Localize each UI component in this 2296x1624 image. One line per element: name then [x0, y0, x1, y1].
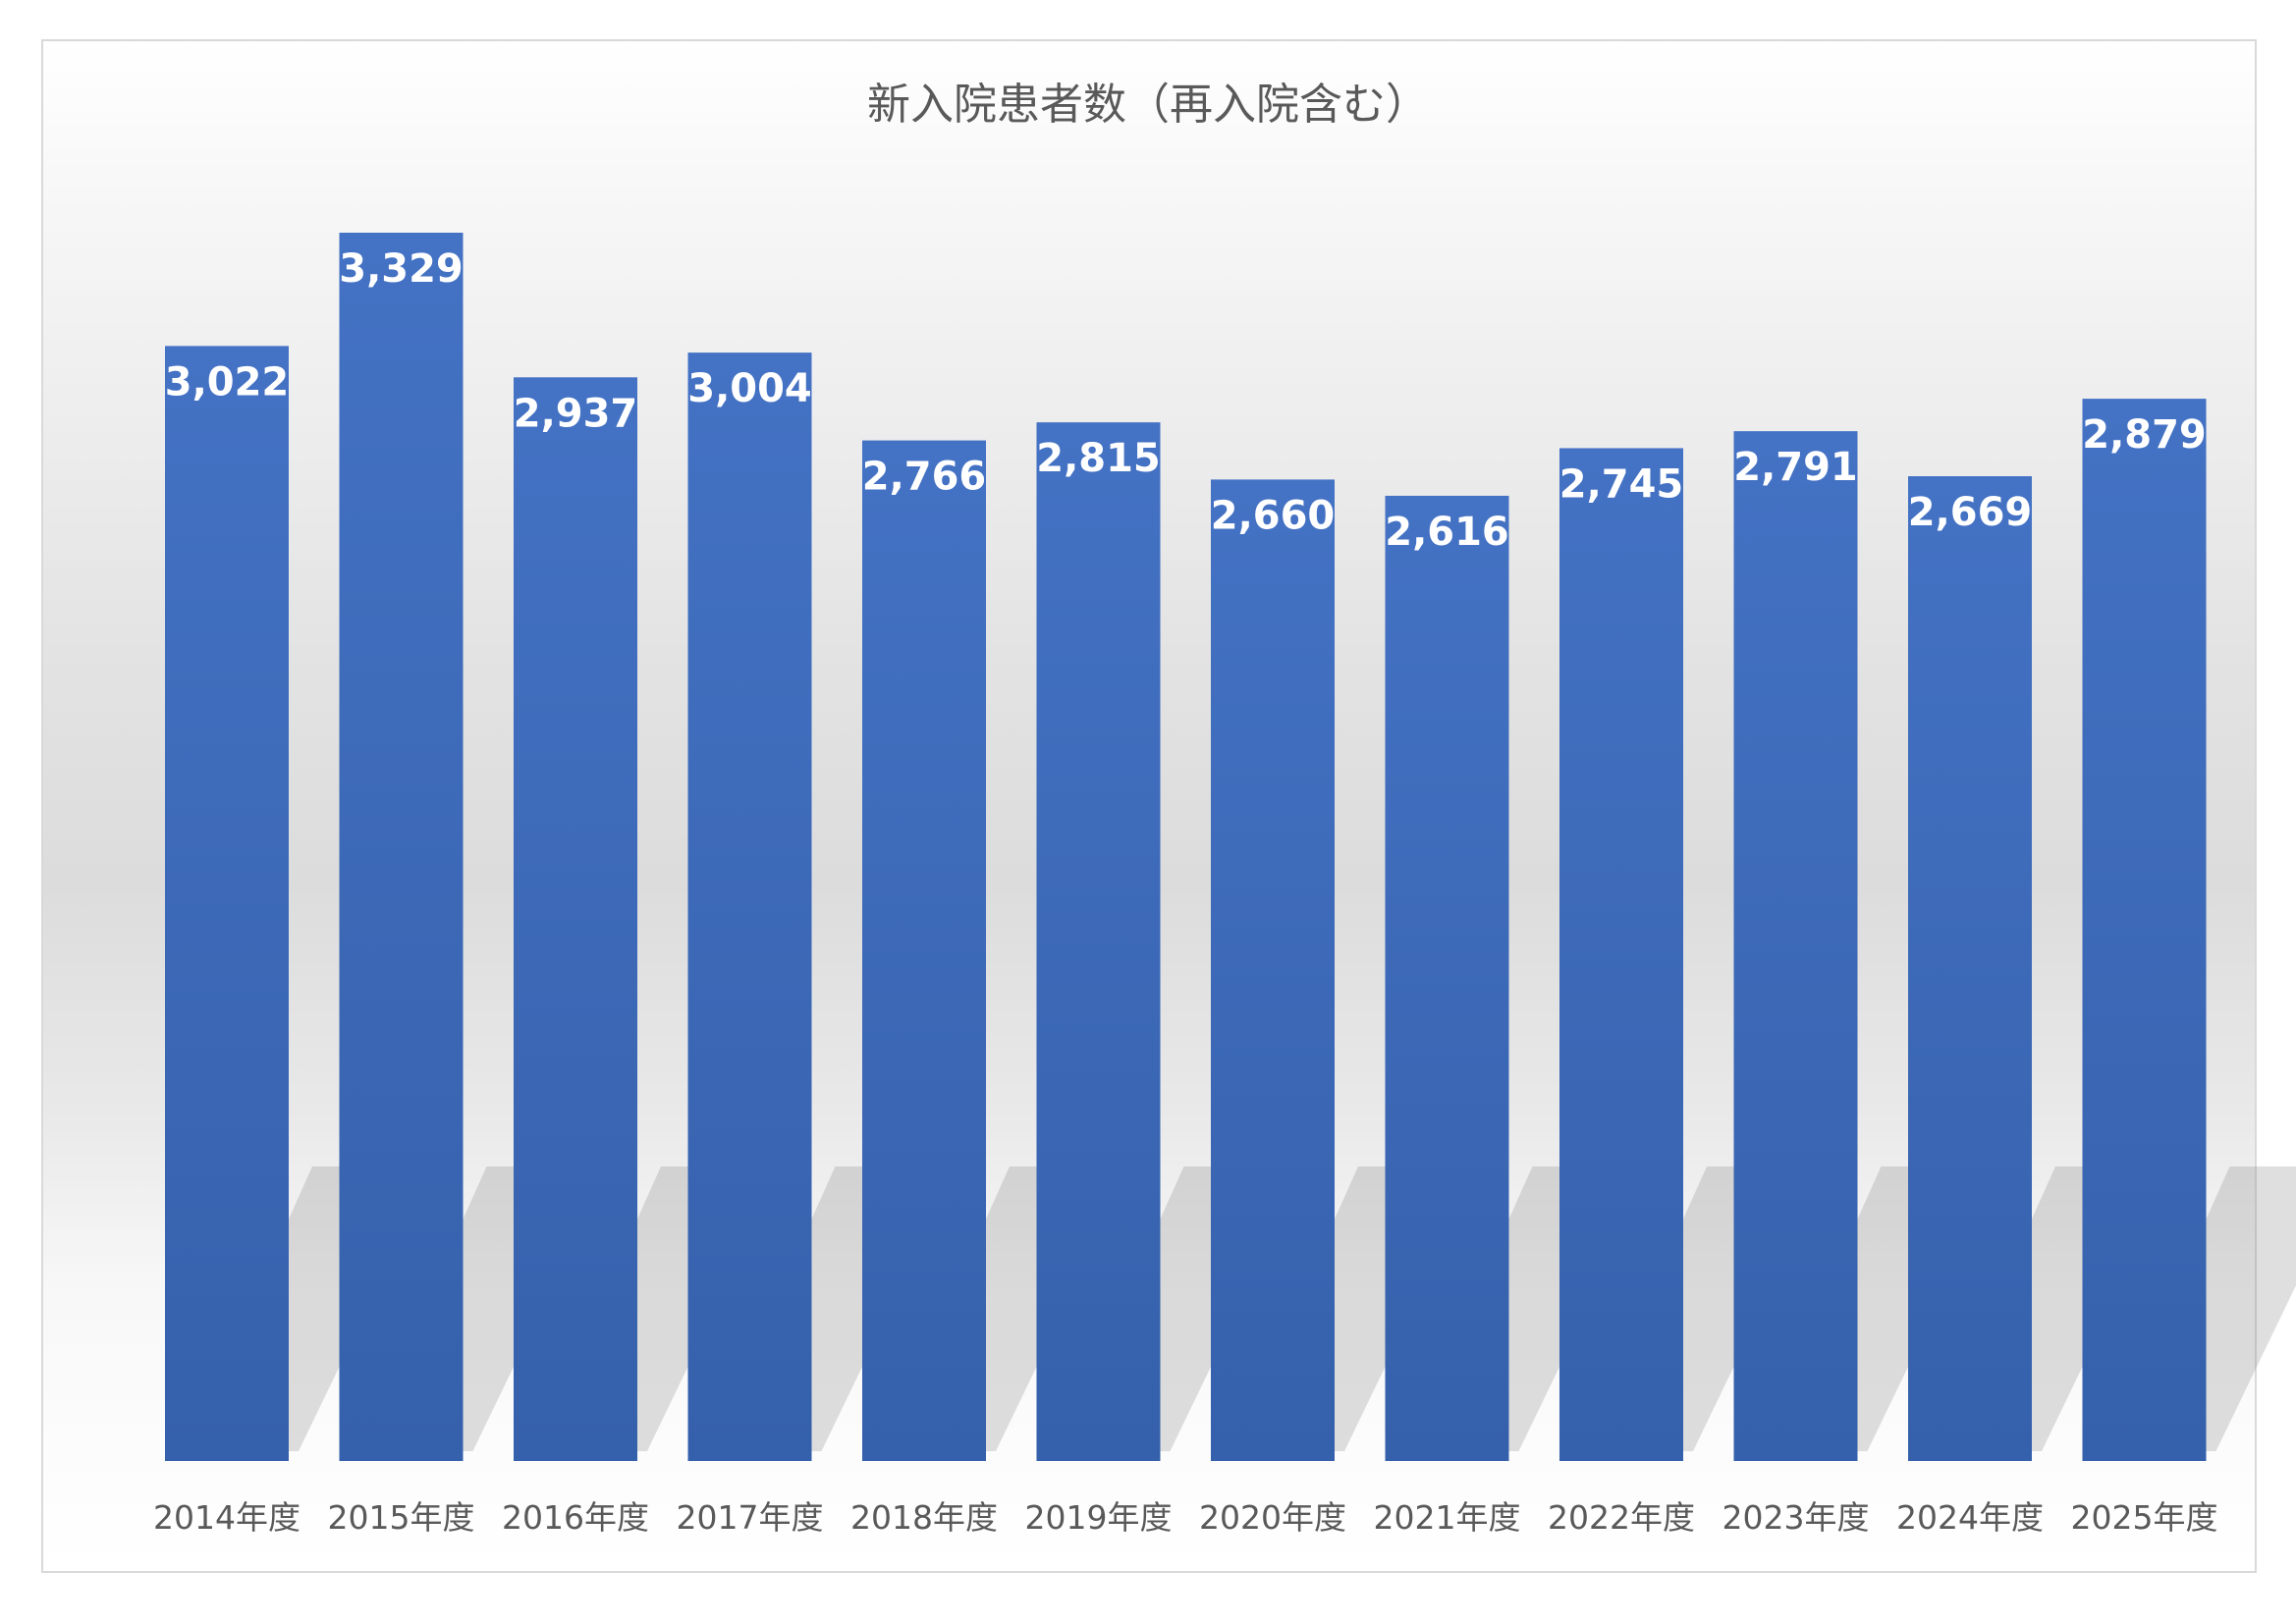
bar [1559, 448, 1683, 1462]
bar [1036, 422, 1161, 1462]
bar [514, 377, 637, 1462]
bar [339, 233, 464, 1461]
chart-title: 新入院患者数（再入院含む） [867, 80, 1429, 130]
data-label: 3,004 [687, 366, 812, 411]
data-label: 2,745 [1559, 461, 1684, 507]
bar [862, 440, 986, 1461]
bar [1211, 479, 1335, 1461]
data-label: 3,022 [165, 359, 290, 405]
bar [687, 352, 812, 1462]
data-label: 2,937 [514, 391, 638, 436]
bar [1908, 476, 2032, 1462]
x-tick-label: 2024年度 [1896, 1498, 2044, 1537]
x-tick-label: 2023年度 [1722, 1498, 1870, 1537]
x-tick-label: 2014年度 [153, 1498, 301, 1537]
x-axis-tick-labels: 2014年度 2015年度 2016年度 2017年度 2018年度 2019年度 2020… [153, 1498, 2217, 1537]
x-tick-label: 2015年度 [328, 1498, 475, 1537]
x-tick-label: 2025年度 [2071, 1498, 2218, 1537]
data-labels: 3,022 3,329 2,937 3,004 2,766 2,815 2,660 2,616… [165, 246, 2207, 555]
data-label: 2,791 [1733, 445, 1858, 490]
x-tick-label: 2017年度 [677, 1498, 824, 1537]
x-tick-label: 2016年度 [502, 1498, 649, 1537]
bar [165, 346, 289, 1461]
bar [2082, 399, 2207, 1461]
data-label: 2,616 [1385, 510, 1509, 555]
x-tick-label: 2022年度 [1548, 1498, 1695, 1537]
x-tick-label: 2019年度 [1025, 1498, 1173, 1537]
bars [165, 233, 2207, 1462]
x-tick-label: 2018年度 [850, 1498, 998, 1537]
data-label: 3,329 [339, 246, 464, 292]
data-label: 2,766 [862, 455, 987, 500]
bar [1385, 495, 1509, 1461]
data-label: 2,815 [1036, 436, 1161, 481]
data-label: 2,669 [1908, 490, 2033, 535]
x-tick-label: 2021年度 [1374, 1498, 1521, 1537]
x-tick-label: 2020年度 [1199, 1498, 1346, 1537]
data-label: 2,879 [2082, 412, 2207, 458]
bar [1733, 431, 1858, 1462]
data-label: 2,660 [1211, 493, 1336, 538]
